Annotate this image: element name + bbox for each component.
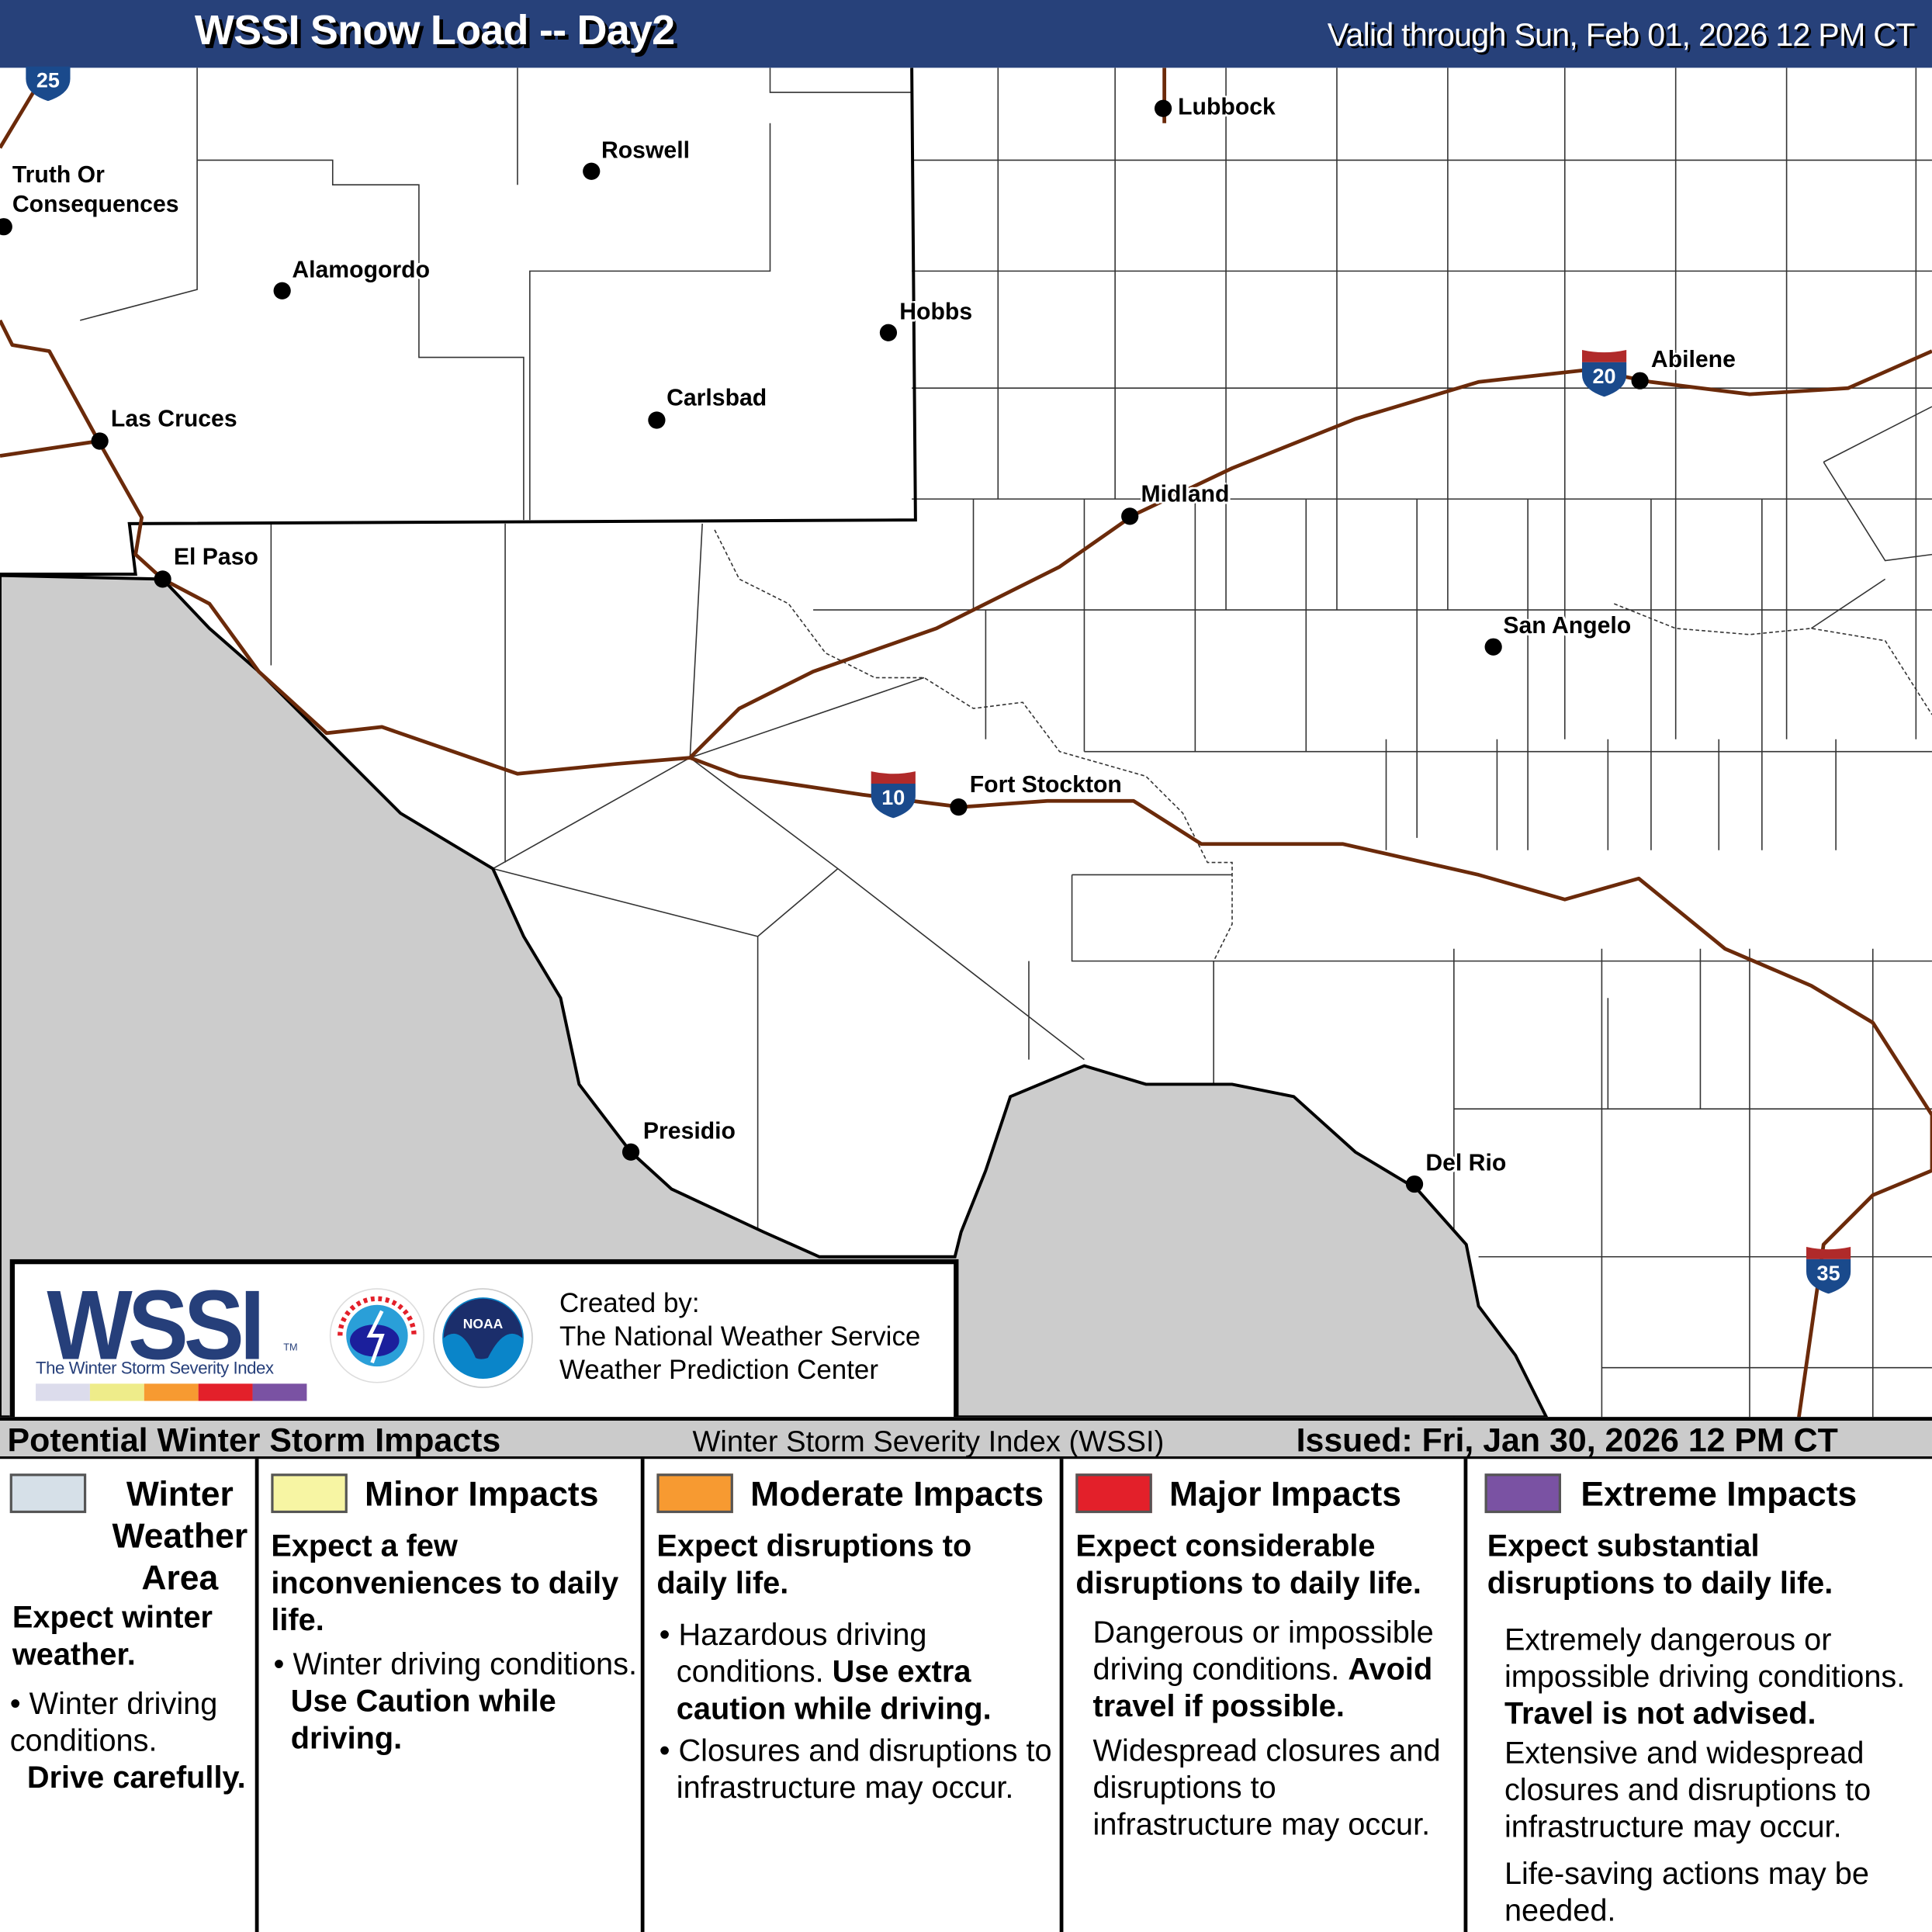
wssi-color-bar (36, 1383, 307, 1401)
noaa-logo-icon: NOAA (433, 1288, 533, 1388)
text: Dangerous or impossible driving conditio… (1092, 1615, 1434, 1687)
city-dot-icon (273, 282, 291, 299)
bullet-text: Winter driving conditions. (9, 1686, 218, 1759)
nws-logo-icon (329, 1288, 425, 1383)
legend-index-name: Winter Storm Severity Index (WSSI) (692, 1425, 1165, 1459)
city-truth-or: Truth Or (12, 162, 105, 189)
noaa-text: NOAA (463, 1316, 504, 1331)
city-dot-icon (91, 432, 109, 450)
category-text: Extremely dangerous or impossible drivin… (1504, 1622, 1930, 1733)
category-summary: Expect disruptions to daily life. (656, 1529, 972, 1601)
city-del-rio: Del Rio (1425, 1151, 1507, 1177)
city-dot-icon (950, 798, 968, 816)
city-dot-icon (1405, 1175, 1424, 1193)
bullet-text: Closures and disruptions to infrastructu… (676, 1733, 1052, 1806)
category-summary: Expect substantial disruptions to daily … (1487, 1529, 1833, 1601)
city-presidio: Presidio (642, 1118, 736, 1145)
interstate-25-shield-icon: 25 (23, 52, 73, 102)
swatch-winter-weather (9, 1473, 87, 1514)
swatch-major (1075, 1473, 1152, 1514)
city-dot-icon (1154, 99, 1172, 117)
city-dot-icon (1121, 507, 1139, 525)
category-bullet: • Hazardous driving conditions. Use extr… (659, 1618, 992, 1726)
legend-major-impacts: Major Impacts Expect considerable disrup… (1059, 1459, 1464, 1932)
category-bullet: • Winter driving conditions. Use Caution… (273, 1647, 637, 1756)
org-wpc: Weather Prediction Center (559, 1354, 878, 1385)
category-title: Minor Impacts (365, 1474, 599, 1514)
city-dot-icon (0, 218, 12, 236)
city-dot-icon (621, 1143, 640, 1161)
map-canvas (0, 68, 1932, 1418)
trademark: TM (283, 1342, 298, 1353)
bullet-bold: Use extra caution while driving. (676, 1654, 992, 1726)
legend-winter-weather-area: Winter Weather Area Expect winter weathe… (0, 1459, 255, 1932)
category-title: Winter Weather Area (112, 1474, 248, 1598)
legend-extreme-impacts: Extreme Impacts Expect substantial disru… (1463, 1459, 1932, 1932)
category-text: Dangerous or impossible driving conditio… (1093, 1614, 1463, 1725)
bold-text: Travel is not advised. (1504, 1696, 1816, 1732)
city-el-paso: El Paso (173, 544, 258, 571)
bullet-text: Winter driving conditions. (293, 1647, 637, 1682)
city-midland: Midland (1141, 481, 1230, 508)
text: Extremely dangerous or impossible drivin… (1504, 1622, 1906, 1695)
city-hobbs: Hobbs (899, 299, 973, 326)
city-dot-icon (154, 570, 171, 588)
credits-box: WSSI TM The Winter Storm Severity Index … (9, 1259, 959, 1422)
org-nws: The National Weather Service (559, 1321, 921, 1352)
interstate-35-shield-icon: 35 (1804, 1245, 1854, 1294)
bullet-bold: Drive carefully. (26, 1761, 246, 1795)
city-alamogordo: Alamogordo (292, 257, 431, 284)
title-bar: WSSI Snow Load -- Day2 Valid through Sun… (0, 0, 1932, 68)
city-roswell: Roswell (601, 137, 690, 164)
category-title: Major Impacts (1169, 1474, 1402, 1514)
city-carlsbad: Carlsbad (667, 386, 767, 412)
state-border-nm-tx (0, 68, 917, 576)
category-text: Widespread closures and disruptions to i… (1092, 1733, 1441, 1843)
map-title: WSSI Snow Load -- Day2 (194, 7, 675, 54)
category-bullet: • Winter driving conditions. Drive carefu… (9, 1686, 246, 1795)
bullet-bold: Use Caution while driving. (290, 1684, 556, 1756)
category-bullet: • Closures and disruptions to infrastruc… (659, 1733, 1052, 1806)
valid-time: Valid through Sun, Feb 01, 2026 12 PM CT (1327, 16, 1916, 54)
city-las-cruces: Las Cruces (110, 407, 237, 433)
city-fort-stockton: Fort Stockton (969, 772, 1122, 799)
city-dot-icon (583, 162, 601, 180)
category-summary: Expect winter weather. (12, 1600, 213, 1672)
legend-header-bar: Potential Winter Storm Impacts Winter St… (0, 1417, 1932, 1459)
category-summary: Expect considerable disruptions to daily… (1075, 1529, 1421, 1601)
issued-time: Issued: Fri, Jan 30, 2026 12 PM CT (1296, 1421, 1838, 1459)
category-text: Life-saving actions may be needed. (1504, 1857, 1869, 1929)
wssi-subtitle: The Winter Storm Severity Index (36, 1357, 274, 1378)
swatch-minor (271, 1473, 348, 1514)
wssi-logo: WSSI (47, 1270, 265, 1380)
category-title: Extreme Impacts (1581, 1474, 1858, 1514)
city-dot-icon (879, 324, 898, 341)
city-dot-icon (1484, 638, 1502, 656)
legend-title: Potential Winter Storm Impacts (7, 1421, 501, 1459)
swatch-moderate (656, 1473, 733, 1514)
created-by-label: Created by: (559, 1287, 700, 1319)
legend-moderate-impacts: Moderate Impacts Expect disruptions to d… (640, 1459, 1060, 1932)
category-summary: Expect a few inconveniences to daily lif… (271, 1529, 619, 1638)
swatch-extreme (1484, 1473, 1561, 1514)
city-san-angelo: San Angelo (1503, 613, 1632, 640)
mexico-region (0, 573, 1549, 1418)
city-dot-icon (648, 411, 666, 429)
city-lubbock: Lubbock (1178, 95, 1276, 121)
bold-text: Avoid travel if possible. (1092, 1652, 1433, 1724)
interstate-10-shield-icon: 10 (869, 769, 919, 819)
city-abilene: Abilene (1650, 347, 1736, 374)
interstate-20-shield-icon: 20 (1580, 348, 1629, 397)
category-text: Extensive and widespread closures and di… (1504, 1736, 1871, 1845)
city-dot-icon (1631, 372, 1649, 390)
legend-minor-impacts: Minor Impacts Expect a few inconvenience… (254, 1459, 641, 1932)
city-consequences: Consequences (12, 192, 179, 219)
created-by: Created by: The National Weather Service… (559, 1286, 920, 1387)
county-lines (80, 68, 1932, 1418)
category-title: Moderate Impacts (750, 1474, 1044, 1514)
bullet-text: Hazardous driving conditions. (676, 1618, 927, 1690)
